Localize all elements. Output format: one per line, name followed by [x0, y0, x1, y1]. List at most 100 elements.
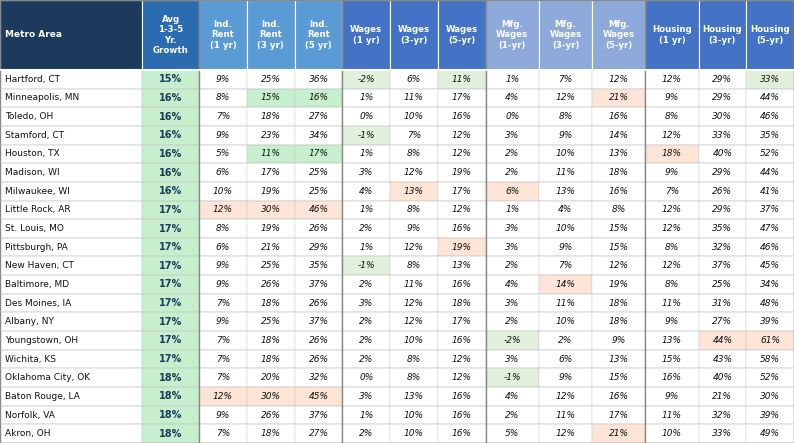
Text: Minneapolis, MN: Minneapolis, MN	[5, 93, 79, 102]
Bar	[342, 182, 390, 201]
Bar	[199, 331, 247, 350]
Bar	[390, 275, 437, 294]
Bar	[142, 144, 199, 163]
Bar	[390, 238, 437, 256]
Bar	[592, 256, 646, 275]
Text: Youngstown, OH: Youngstown, OH	[5, 336, 78, 345]
Bar	[592, 107, 646, 126]
Text: 16%: 16%	[452, 336, 472, 345]
Bar	[486, 89, 539, 107]
Bar	[199, 238, 247, 256]
Bar	[390, 350, 437, 369]
Bar	[592, 70, 646, 89]
Text: 2%: 2%	[359, 354, 373, 364]
Text: 2%: 2%	[359, 224, 373, 233]
Bar	[592, 331, 646, 350]
Text: 16%: 16%	[662, 373, 682, 382]
Text: 16%: 16%	[159, 93, 183, 103]
Bar	[199, 89, 247, 107]
Bar	[592, 126, 646, 144]
Text: 10%: 10%	[404, 336, 424, 345]
Text: 12%: 12%	[404, 243, 424, 252]
Text: 18%: 18%	[260, 429, 281, 438]
Text: 16%: 16%	[609, 112, 629, 121]
Text: 16%: 16%	[159, 112, 183, 122]
Bar	[486, 219, 539, 238]
Bar	[746, 182, 794, 201]
Bar	[646, 238, 699, 256]
Text: 16%: 16%	[159, 167, 183, 178]
Text: 12%: 12%	[404, 168, 424, 177]
Bar	[199, 126, 247, 144]
Bar	[0, 312, 142, 331]
Text: 35%: 35%	[712, 224, 732, 233]
Text: 20%: 20%	[260, 373, 281, 382]
Bar	[199, 275, 247, 294]
Text: Akron, OH: Akron, OH	[5, 429, 50, 438]
Text: 16%: 16%	[452, 429, 472, 438]
Text: 15%: 15%	[609, 243, 629, 252]
Bar	[646, 201, 699, 219]
Text: 2%: 2%	[505, 149, 519, 159]
Bar	[0, 331, 142, 350]
Bar	[342, 275, 390, 294]
Bar	[699, 219, 746, 238]
Bar	[437, 350, 486, 369]
Bar	[390, 89, 437, 107]
Text: 6%: 6%	[216, 243, 230, 252]
Text: 12%: 12%	[609, 75, 629, 84]
Text: Norfolk, VA: Norfolk, VA	[5, 411, 55, 420]
Text: 27%: 27%	[712, 317, 732, 326]
Text: 25%: 25%	[260, 317, 281, 326]
Text: 26%: 26%	[309, 224, 329, 233]
Text: 11%: 11%	[452, 75, 472, 84]
Text: 36%: 36%	[309, 75, 329, 84]
Bar	[592, 369, 646, 387]
Bar	[646, 144, 699, 163]
Bar	[142, 126, 199, 144]
Bar	[437, 275, 486, 294]
Text: 52%: 52%	[760, 149, 781, 159]
Bar	[646, 182, 699, 201]
Text: 35%: 35%	[309, 261, 329, 270]
Bar	[247, 406, 295, 424]
Text: 7%: 7%	[216, 354, 230, 364]
Text: 8%: 8%	[665, 243, 679, 252]
Text: 7%: 7%	[558, 75, 572, 84]
Bar	[592, 350, 646, 369]
Bar	[699, 182, 746, 201]
Bar	[342, 89, 390, 107]
Text: 8%: 8%	[407, 354, 421, 364]
Bar	[0, 107, 142, 126]
Text: Metro Area: Metro Area	[5, 31, 62, 39]
Bar	[437, 201, 486, 219]
Text: Baton Rouge, LA: Baton Rouge, LA	[5, 392, 79, 401]
Bar	[247, 0, 295, 70]
Bar	[437, 256, 486, 275]
Text: 15%: 15%	[260, 93, 281, 102]
Text: 34%: 34%	[760, 280, 781, 289]
Text: 8%: 8%	[558, 112, 572, 121]
Bar	[746, 219, 794, 238]
Bar	[142, 70, 199, 89]
Bar	[699, 107, 746, 126]
Text: 18%: 18%	[609, 317, 629, 326]
Text: 16%: 16%	[609, 187, 629, 196]
Bar	[746, 275, 794, 294]
Text: 29%: 29%	[309, 243, 329, 252]
Text: 14%: 14%	[556, 280, 576, 289]
Bar	[199, 144, 247, 163]
Bar	[539, 387, 592, 406]
Bar	[646, 294, 699, 312]
Text: 3%: 3%	[505, 131, 519, 140]
Bar	[295, 387, 342, 406]
Bar	[437, 387, 486, 406]
Bar	[142, 163, 199, 182]
Text: 16%: 16%	[609, 392, 629, 401]
Text: 12%: 12%	[556, 93, 576, 102]
Text: 18%: 18%	[159, 373, 183, 383]
Bar	[199, 163, 247, 182]
Text: 16%: 16%	[452, 392, 472, 401]
Bar	[247, 294, 295, 312]
Text: St. Louis, MO: St. Louis, MO	[5, 224, 64, 233]
